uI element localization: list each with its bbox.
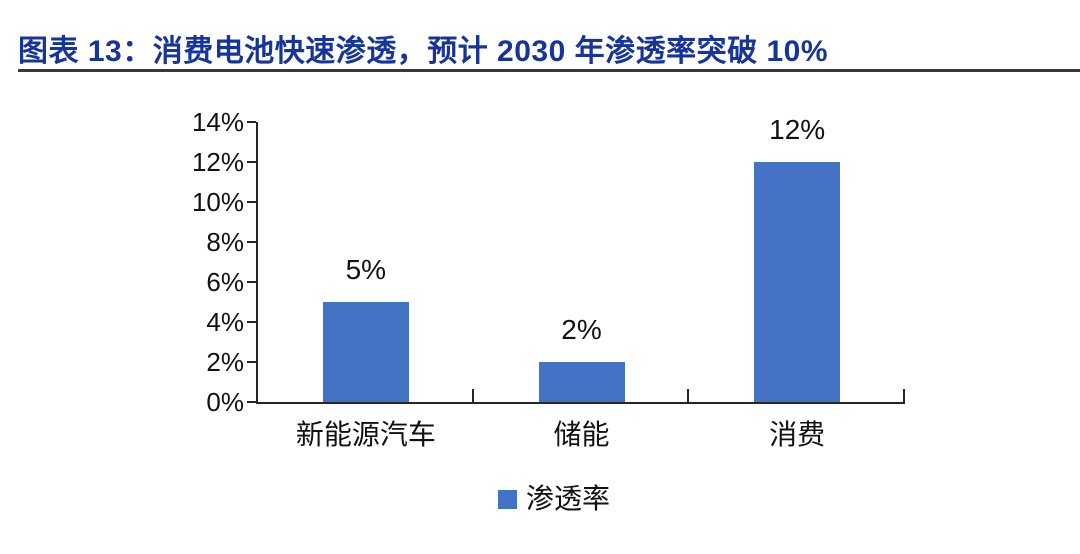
y-axis-tick-label: 2% [206, 347, 244, 377]
figure-caption: 图表 13：消费电池快速渗透，预计 2030 年渗透率突破 10% [18, 35, 828, 68]
y-axis-tick-mark [247, 361, 256, 363]
y-axis-line [256, 122, 258, 404]
bar-value-label: 2% [561, 314, 602, 345]
y-axis-tick-label: 14% [191, 107, 244, 137]
y-axis-tick-mark [247, 161, 256, 163]
y-axis-tick-mark [247, 121, 256, 123]
x-axis-tick-mark [687, 389, 690, 402]
y-axis-tick-label: 8% [206, 227, 244, 257]
y-axis-tick-mark [247, 281, 256, 283]
legend-label: 渗透率 [526, 483, 611, 514]
y-axis-tick-label: 10% [191, 187, 244, 217]
caption-separator-line [18, 69, 1080, 72]
y-axis-tick-mark [247, 241, 256, 243]
y-axis-tick-mark [247, 201, 256, 203]
bar [322, 302, 409, 402]
x-axis-category-label: 储能 [553, 419, 610, 450]
x-axis-category-label: 新能源汽车 [295, 419, 436, 450]
y-axis-tick-label: 0% [206, 387, 244, 417]
y-axis-tick-label: 12% [191, 147, 244, 177]
x-axis-category-label: 消费 [769, 419, 826, 450]
legend-color-swatch [498, 489, 517, 509]
y-axis-tick-label: 4% [206, 307, 244, 337]
x-axis-tick-mark [471, 389, 474, 402]
chart-legend: 渗透率 [498, 484, 610, 514]
y-axis-tick-label: 6% [206, 267, 244, 297]
bar [538, 362, 625, 402]
y-axis-tick-mark [247, 401, 256, 403]
y-axis-tick-mark [247, 321, 256, 323]
x-axis-tick-mark [903, 389, 905, 402]
bar-value-label: 5% [345, 254, 387, 285]
bar [754, 162, 841, 402]
x-axis-line [256, 402, 905, 404]
bar-value-label: 12% [769, 114, 826, 145]
